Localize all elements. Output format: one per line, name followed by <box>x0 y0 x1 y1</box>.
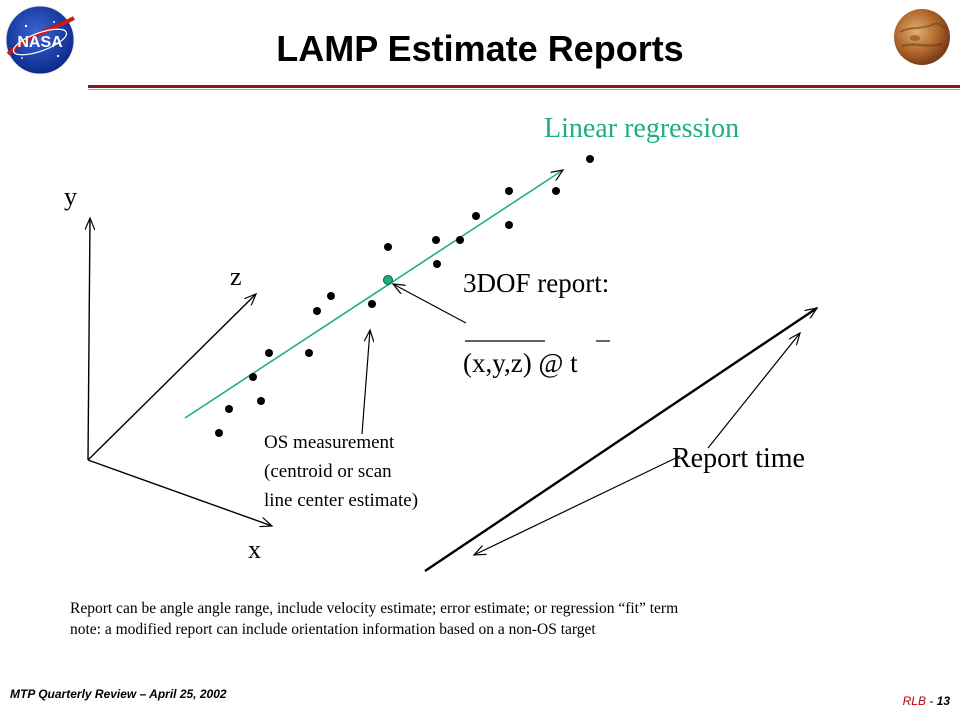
measurement-point <box>472 212 480 220</box>
z-axis-label: z <box>230 262 242 291</box>
title-rule <box>88 85 960 88</box>
measurement-point <box>456 236 464 244</box>
x-axis-line <box>87 459 272 526</box>
os-measurement-line: (centroid or scan <box>264 461 392 482</box>
measurement-point <box>368 300 376 308</box>
note-line: note: a modified report can include orie… <box>70 621 596 638</box>
report-fit-point <box>383 275 393 285</box>
report-heading: 3DOF report: <box>463 268 610 298</box>
report-time-label: Report time <box>672 443 805 474</box>
time-axis-line <box>424 307 817 572</box>
report-time-arrow-up <box>707 333 800 449</box>
measurement-point <box>225 405 233 413</box>
title-rule-shadow <box>88 89 960 90</box>
page-title: LAMP Estimate Reports <box>276 28 684 69</box>
measurement-point <box>586 155 594 163</box>
measurement-point <box>215 429 223 437</box>
measurement-point <box>505 221 513 229</box>
linear-regression-label: Linear regression <box>544 113 740 144</box>
measurement-point <box>552 187 560 195</box>
os-measurement-label: OS measurement (centroid or scan line ce… <box>264 428 418 515</box>
report-pointer-arrow <box>393 284 467 324</box>
measurement-point <box>505 187 513 195</box>
measurement-point <box>249 373 257 381</box>
measurement-point <box>432 236 440 244</box>
measurement-point <box>305 349 313 357</box>
regression-line <box>184 170 563 419</box>
footer-right: RLB - 13 <box>903 694 950 708</box>
os-measurement-arrow <box>361 330 370 435</box>
x-axis-label: x <box>248 535 261 564</box>
footer-left: MTP Quarterly Review – April 25, 2002 <box>10 687 227 701</box>
measurement-point <box>327 292 335 300</box>
page-number: 13 <box>936 694 950 708</box>
z-axis-line <box>87 294 256 461</box>
measurement-point <box>265 349 273 357</box>
measurement-points <box>215 155 594 437</box>
nasa-logo-text: NASA <box>17 34 63 51</box>
measurement-point <box>433 260 441 268</box>
footer-author: RLB <box>902 694 926 708</box>
report-value: (x,y,z) @ t <box>463 348 578 378</box>
note-line: Report can be angle angle range, include… <box>70 600 679 617</box>
os-measurement-line: OS measurement <box>264 432 395 453</box>
nasa-logo: NASA <box>5 5 75 75</box>
mars-image <box>891 6 953 68</box>
y-axis-label: y <box>64 182 77 211</box>
y-axis-line <box>88 218 90 461</box>
os-measurement-line: line center estimate) <box>264 490 419 511</box>
measurement-point <box>313 307 321 315</box>
measurement-point <box>384 243 392 251</box>
measurement-point <box>257 397 265 405</box>
notes: Report can be angle angle range, include… <box>70 598 678 640</box>
footer-separator: - <box>925 694 937 708</box>
report-time-arrow-down <box>474 455 681 555</box>
